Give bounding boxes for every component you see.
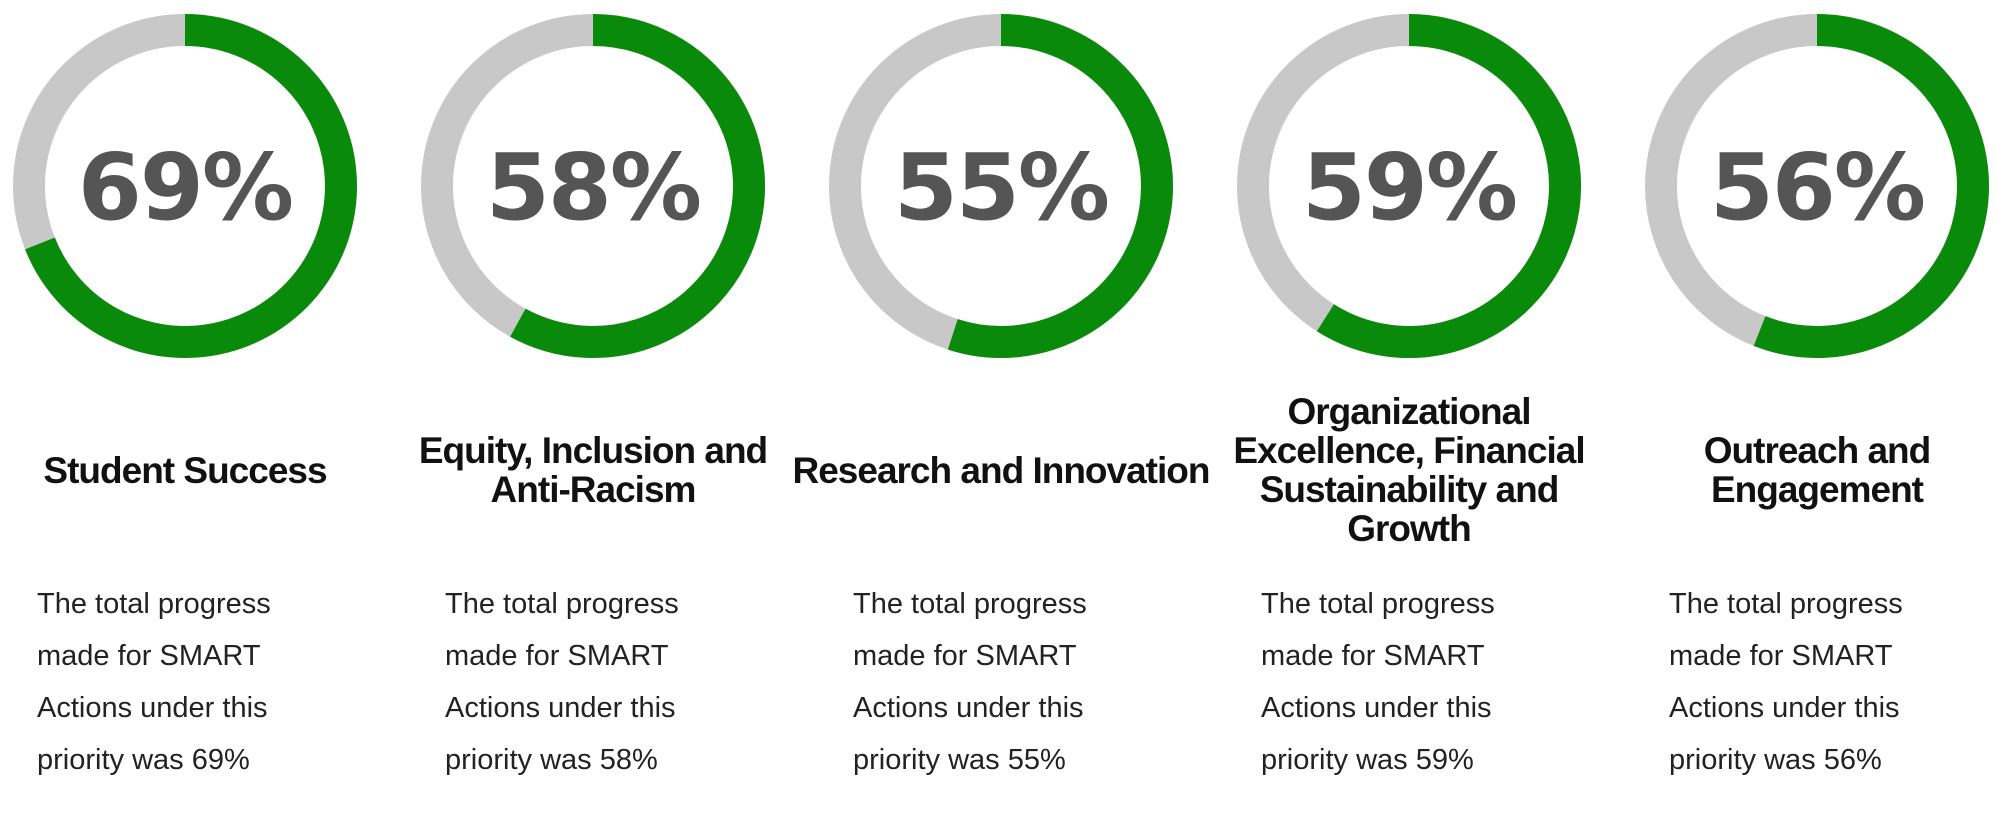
donut: 59%: [1237, 14, 1581, 358]
value-label: 59%: [1302, 134, 1516, 241]
priority-title: Organizational Excellence, Financial Sus…: [1233, 391, 1585, 549]
priority-description: The total progress made for SMART Action…: [445, 588, 679, 776]
priority-description: The total progress made for SMART Action…: [37, 588, 271, 776]
priority-description: The total progress made for SMART Action…: [853, 588, 1087, 776]
priority-title: Outreach and Engagement: [1703, 430, 1932, 510]
value-label: 69%: [78, 134, 292, 241]
value-label: 58%: [486, 134, 700, 241]
donut-arc: [1753, 14, 1989, 358]
donut-arc: [947, 14, 1173, 358]
donut: 58%: [421, 14, 765, 358]
donut: 69%: [13, 14, 357, 358]
priority-description: The total progress made for SMART Action…: [1669, 588, 1903, 776]
value-label: 56%: [1710, 134, 1924, 241]
priority-title: Equity, Inclusion and Anti-Racism: [418, 430, 768, 510]
priority-title: Research and Innovation: [792, 449, 1211, 491]
donut-arc: [25, 14, 357, 358]
donut: 56%: [1645, 14, 1989, 358]
value-label: 55%: [894, 134, 1108, 241]
priority-title: Student Success: [43, 449, 327, 491]
donut-arc: [510, 14, 765, 358]
donut-arc: [1316, 14, 1581, 358]
donut: 55%: [829, 14, 1173, 358]
priority-description: The total progress made for SMART Action…: [1261, 588, 1495, 776]
